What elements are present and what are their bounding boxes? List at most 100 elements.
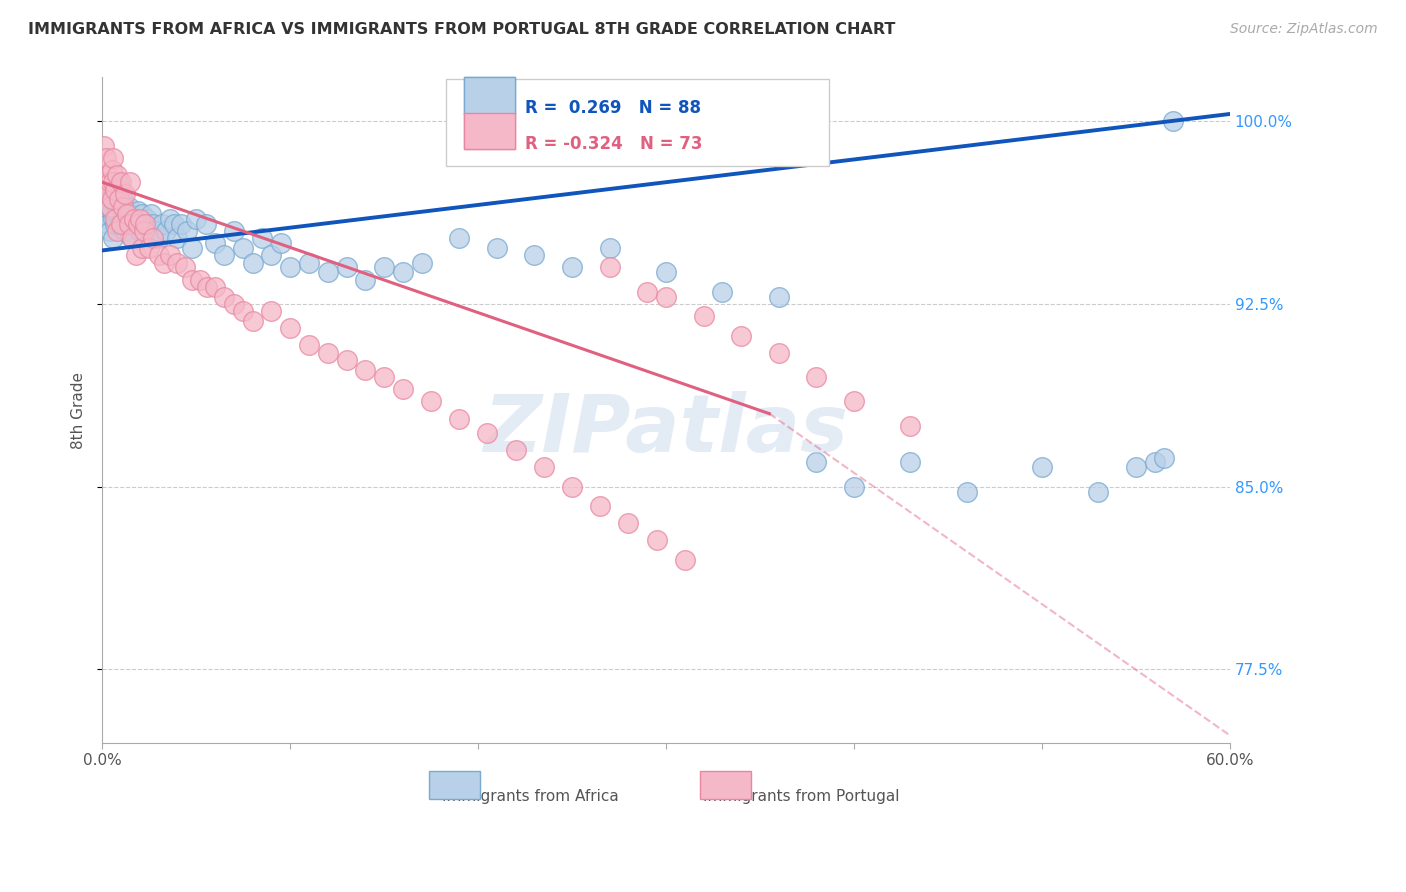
Point	[523, 248, 546, 262]
Point	[115, 217, 138, 231]
Point	[806, 370, 828, 384]
Point	[197, 280, 219, 294]
Point	[449, 231, 471, 245]
Point	[139, 207, 162, 221]
Point	[232, 241, 254, 255]
Point	[120, 228, 142, 243]
Point	[131, 241, 153, 255]
Text: Immigrants from Africa: Immigrants from Africa	[443, 789, 619, 804]
Point	[98, 192, 121, 206]
Point	[181, 273, 204, 287]
Point	[232, 304, 254, 318]
Point	[222, 224, 245, 238]
FancyBboxPatch shape	[464, 78, 515, 114]
Point	[134, 217, 156, 231]
Point	[617, 516, 640, 531]
Point	[278, 260, 301, 275]
Y-axis label: 8th Grade: 8th Grade	[72, 371, 86, 449]
Point	[392, 265, 415, 279]
Text: R =  0.269   N = 88: R = 0.269 N = 88	[524, 99, 702, 118]
Point	[108, 192, 131, 206]
FancyBboxPatch shape	[446, 79, 830, 166]
Point	[114, 224, 136, 238]
Point	[373, 260, 395, 275]
Text: Source: ZipAtlas.com: Source: ZipAtlas.com	[1230, 22, 1378, 37]
Point	[730, 328, 752, 343]
Point	[117, 217, 139, 231]
Point	[898, 455, 921, 469]
Point	[122, 211, 145, 226]
Point	[242, 255, 264, 269]
Point	[93, 200, 115, 214]
Point	[132, 224, 155, 238]
Point	[214, 248, 236, 262]
Point	[98, 224, 121, 238]
Point	[114, 200, 136, 214]
Point	[94, 151, 117, 165]
Point	[354, 273, 377, 287]
Point	[94, 211, 117, 226]
Point	[392, 382, 415, 396]
Point	[260, 248, 283, 262]
Point	[104, 197, 127, 211]
Point	[170, 217, 193, 231]
Point	[645, 533, 668, 548]
Point	[121, 217, 143, 231]
Point	[477, 426, 499, 441]
Point	[673, 553, 696, 567]
Point	[97, 168, 120, 182]
Point	[121, 231, 143, 245]
Point	[104, 182, 127, 196]
Point	[298, 255, 321, 269]
Point	[166, 255, 188, 269]
Point	[599, 241, 621, 255]
Point	[105, 224, 128, 238]
Point	[316, 345, 339, 359]
Point	[120, 175, 142, 189]
Text: R = -0.324   N = 73: R = -0.324 N = 73	[524, 135, 703, 153]
Point	[110, 200, 132, 214]
Point	[108, 175, 131, 189]
Point	[692, 309, 714, 323]
Point	[138, 241, 160, 255]
Point	[842, 394, 865, 409]
FancyBboxPatch shape	[429, 772, 479, 799]
Point	[174, 260, 197, 275]
Point	[159, 211, 181, 226]
Point	[162, 217, 184, 231]
Point	[1143, 455, 1166, 469]
Point	[134, 224, 156, 238]
Text: ZIPatlas: ZIPatlas	[484, 391, 848, 469]
Point	[186, 211, 208, 226]
Point	[316, 265, 339, 279]
Point	[485, 241, 508, 255]
Point	[138, 217, 160, 231]
Point	[108, 217, 131, 231]
Point	[278, 321, 301, 335]
Point	[335, 260, 357, 275]
Point	[1153, 450, 1175, 465]
Point	[110, 182, 132, 196]
Point	[222, 297, 245, 311]
Point	[335, 353, 357, 368]
Point	[97, 187, 120, 202]
Point	[127, 204, 149, 219]
Point	[103, 151, 125, 165]
Point	[111, 207, 134, 221]
Point	[103, 231, 125, 245]
Point	[354, 363, 377, 377]
Point	[104, 211, 127, 226]
Point	[420, 394, 443, 409]
Point	[111, 192, 134, 206]
FancyBboxPatch shape	[464, 112, 515, 149]
Point	[148, 248, 170, 262]
Point	[100, 175, 122, 189]
Point	[181, 241, 204, 255]
Point	[155, 224, 177, 238]
Point	[94, 175, 117, 189]
Point	[260, 304, 283, 318]
Point	[768, 290, 790, 304]
Point	[117, 200, 139, 214]
Point	[128, 224, 150, 238]
Point	[1087, 484, 1109, 499]
